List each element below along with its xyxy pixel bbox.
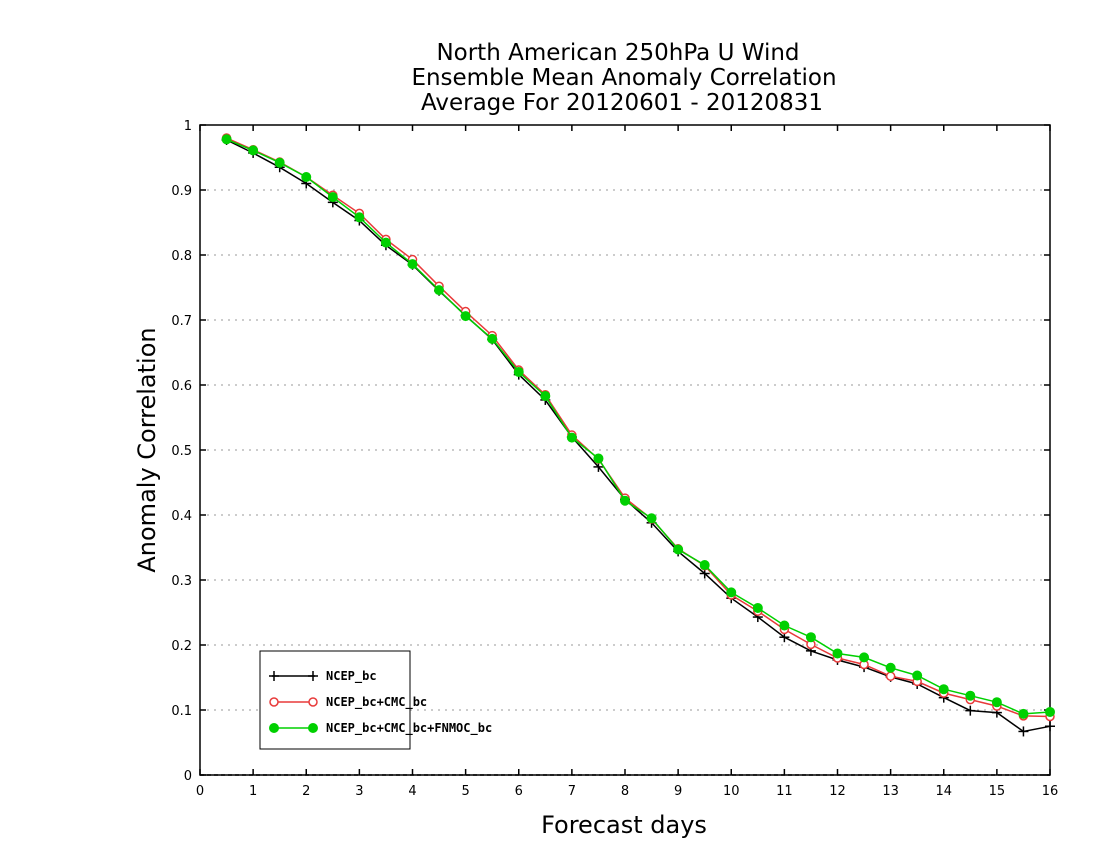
y-tick-label: 0.4: [171, 509, 192, 524]
data-point: [407, 259, 418, 270]
chart-title-line-2: Ensemble Mean Anomaly Correlation: [411, 65, 836, 91]
series-3: [221, 134, 1055, 719]
series-1: [221, 134, 1055, 737]
x-tick-label: 5: [461, 784, 469, 799]
data-point: [965, 690, 976, 701]
y-tick-label: 0.1: [171, 704, 192, 719]
data-point: [779, 620, 790, 631]
data-point: [1018, 726, 1029, 737]
data-point: [620, 495, 630, 506]
data-point: [673, 544, 684, 555]
legend-item: NCEP_bc+CMC_bc+FNMOC_bc: [269, 721, 492, 736]
x-tick-label: 0: [196, 784, 204, 799]
data-point: [991, 697, 1002, 708]
data-point: [593, 453, 604, 464]
x-tick-label: 9: [674, 784, 682, 799]
x-tick-label: 1: [249, 784, 257, 799]
x-tick-label: 7: [568, 784, 576, 799]
y-axis-title: Anomaly Correlation: [133, 327, 161, 572]
data-point: [221, 134, 232, 145]
legend-label: NCEP_bc+CMC_bc: [326, 695, 427, 710]
x-tick-label: 13: [882, 784, 899, 799]
data-point: [832, 648, 843, 659]
series-group: [221, 133, 1055, 737]
data-point: [540, 391, 551, 402]
data-point: [274, 157, 285, 168]
y-tick-label: 0.5: [171, 444, 192, 459]
x-tick-label: 15: [989, 784, 1006, 799]
series-line-3: [226, 138, 1051, 715]
data-point: [912, 670, 923, 681]
y-tick-label: 0: [184, 769, 192, 784]
legend-box: [259, 650, 411, 750]
data-point: [248, 145, 259, 156]
chart-title-line-1: North American 250hPa U Wind: [436, 40, 799, 66]
legend-item: NCEP_bc: [269, 669, 377, 684]
y-tick-label: 0.9: [171, 184, 192, 199]
x-tick-label: 4: [408, 784, 416, 799]
legend-marker: [308, 671, 318, 681]
legend-item: NCEP_bc+CMC_bc: [269, 695, 427, 710]
legend-label: NCEP_bc: [326, 669, 377, 684]
data-point: [380, 237, 391, 248]
data-point: [460, 311, 471, 322]
legend-marker: [308, 697, 318, 707]
data-point: [327, 192, 338, 203]
y-tick-label: 0.7: [171, 314, 192, 329]
data-point: [1045, 721, 1055, 732]
y-tick-label: 0.6: [171, 379, 192, 394]
chart-title: North American 250hPa U Wind Ensemble Me…: [411, 40, 836, 116]
x-tick-label: 16: [1042, 784, 1059, 799]
y-tick-label: 0.8: [171, 249, 192, 264]
x-tick-label: 14: [935, 784, 952, 799]
data-point: [885, 662, 896, 673]
series-line-1: [226, 139, 1051, 733]
legend-label: NCEP_bc+CMC_bc+FNMOC_bc: [326, 721, 492, 736]
data-point: [513, 367, 524, 377]
y-tick-label: 1: [184, 119, 192, 134]
data-point: [699, 560, 710, 571]
legend-marker: [269, 723, 279, 733]
legend-marker: [269, 671, 279, 681]
data-point: [726, 587, 737, 598]
series-2: [221, 133, 1055, 722]
data-point: [938, 684, 949, 695]
data-point: [859, 652, 870, 663]
x-tick-label: 8: [621, 784, 629, 799]
data-point: [1018, 708, 1029, 719]
data-point: [965, 705, 976, 716]
data-point: [301, 172, 312, 182]
data-point: [752, 602, 763, 613]
y-tick-label: 0.3: [171, 574, 192, 589]
data-point: [885, 671, 896, 681]
legend-marker: [269, 697, 279, 707]
y-tick-label: 0.2: [171, 639, 192, 654]
legend: NCEP_bc NCEP_bc+CMC_bc NCEP_bc+CMC_bc+FNMO…: [259, 650, 492, 750]
data-point: [805, 632, 816, 643]
x-tick-label: 3: [355, 784, 363, 799]
x-tick-label: 10: [723, 784, 740, 799]
y-axis: 0 0.1 0.2 0.3 0.4 0.5 0.6 0.7 0.8 0.9 1: [171, 119, 1050, 784]
x-axis-title: Forecast days: [541, 811, 707, 839]
data-point: [646, 513, 657, 524]
x-tick-label: 6: [515, 784, 523, 799]
x-tick-label: 12: [829, 784, 846, 799]
data-point: [1045, 706, 1055, 717]
x-tick-label: 2: [302, 784, 310, 799]
x-tick-label: 11: [776, 784, 793, 799]
data-point: [566, 432, 577, 443]
chart-title-line-3: Average For 20120601 - 20120831: [421, 90, 823, 116]
data-point: [487, 333, 498, 344]
data-point: [354, 212, 365, 223]
series-line-2: [226, 137, 1051, 718]
legend-marker: [308, 723, 318, 733]
x-axis: 0 1 2 3 4 5 6 7 8 9 10 11 12 13 14 15 16: [196, 125, 1058, 799]
data-point: [434, 285, 445, 296]
